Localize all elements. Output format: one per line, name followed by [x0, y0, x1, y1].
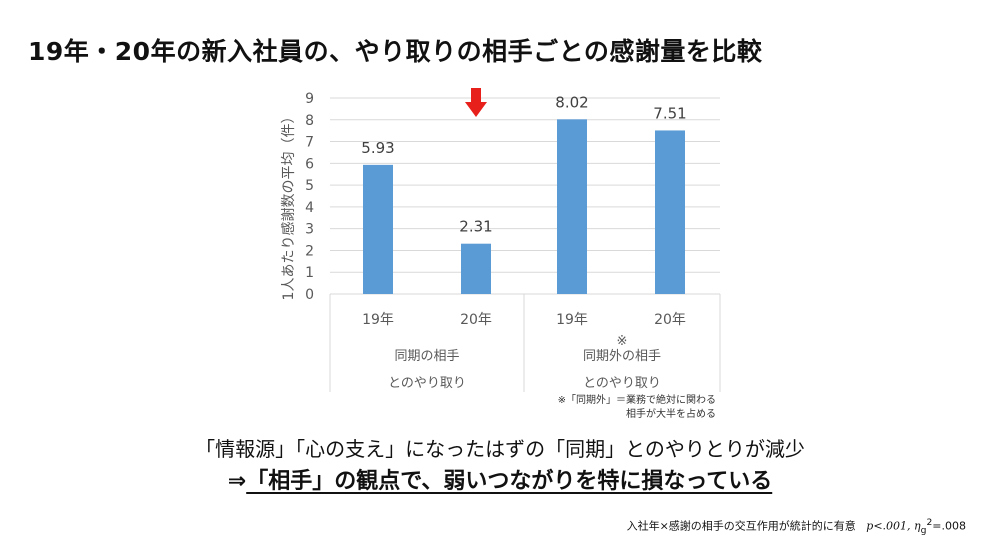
- y-tick-label: 6: [305, 156, 314, 172]
- data-label: 2.31: [459, 218, 492, 236]
- bar: [363, 164, 393, 294]
- footnote-line2: 相手が大半を占める: [626, 407, 716, 420]
- bar: [461, 243, 491, 294]
- y-tick-label: 7: [305, 135, 314, 151]
- group2-label-line1: 同期外の相手: [583, 349, 661, 364]
- y-tick-label: 4: [305, 200, 314, 216]
- eta-value: =.008: [932, 519, 966, 533]
- y-tick-label: 0: [305, 287, 314, 303]
- eta-subscript: g: [920, 524, 927, 536]
- p-value: p<.001,: [866, 519, 911, 533]
- eta-symbol: η: [914, 519, 921, 533]
- y-tick-label: 8: [305, 113, 314, 129]
- category-label: 20年: [654, 312, 686, 328]
- y-tick-label: 5: [305, 178, 314, 194]
- y-tick-label: 3: [305, 222, 314, 238]
- bars: [363, 119, 685, 294]
- data-label: 7.51: [653, 104, 686, 122]
- category-label: 19年: [362, 312, 394, 328]
- category-label: 20年: [460, 312, 492, 328]
- group2-marker: ※: [617, 334, 628, 349]
- data-label: 5.93: [361, 139, 394, 157]
- down-arrow-shape: [465, 88, 487, 117]
- message-arrow: ⇒: [227, 469, 247, 494]
- y-axis-label: 1人あたり感謝数の平均（件）: [280, 110, 297, 301]
- group1-label-line2: とのやり取り: [388, 376, 466, 391]
- message-line2: ⇒「相手」の観点で、弱いつながりを特に損なっている: [0, 463, 1000, 495]
- y-tick-label: 9: [305, 91, 314, 107]
- data-label: 8.02: [555, 93, 588, 111]
- stat-note: 入社年×感謝の相手の交互作用が統計的に有意 p<.001, ηg2=.008: [627, 517, 966, 536]
- message-line1: 「情報源」「心の支え」になったはずの「同期」とのやりとりが減少: [195, 437, 805, 461]
- bar: [655, 130, 685, 294]
- message-main: 「相手」の観点で、弱いつながりを特に損なっている: [246, 469, 773, 494]
- group1-label-line1: 同期の相手: [394, 349, 459, 364]
- footnote-line1: ※「同期外」＝業務で絶対に関わる: [558, 393, 716, 406]
- y-tick-label: 2: [305, 243, 314, 259]
- bar: [557, 119, 587, 294]
- down-arrow-icon: [465, 88, 487, 117]
- group2-label-line2: とのやり取り: [583, 376, 661, 391]
- y-tick-label: 1: [305, 265, 314, 281]
- slide-title: 19年・20年の新入社員の、やり取りの相手ごとの感謝量を比較: [28, 37, 763, 66]
- stat-note-text: 入社年×感謝の相手の交互作用が統計的に有意: [626, 519, 856, 533]
- category-label: 19年: [556, 312, 588, 328]
- labels: 0 1 2 3 4 5 6 7 8 9 5.93 19年 2.31 20年 8.02 19年 7.51 20年: [305, 91, 687, 328]
- eta-superscript: 2: [926, 517, 933, 528]
